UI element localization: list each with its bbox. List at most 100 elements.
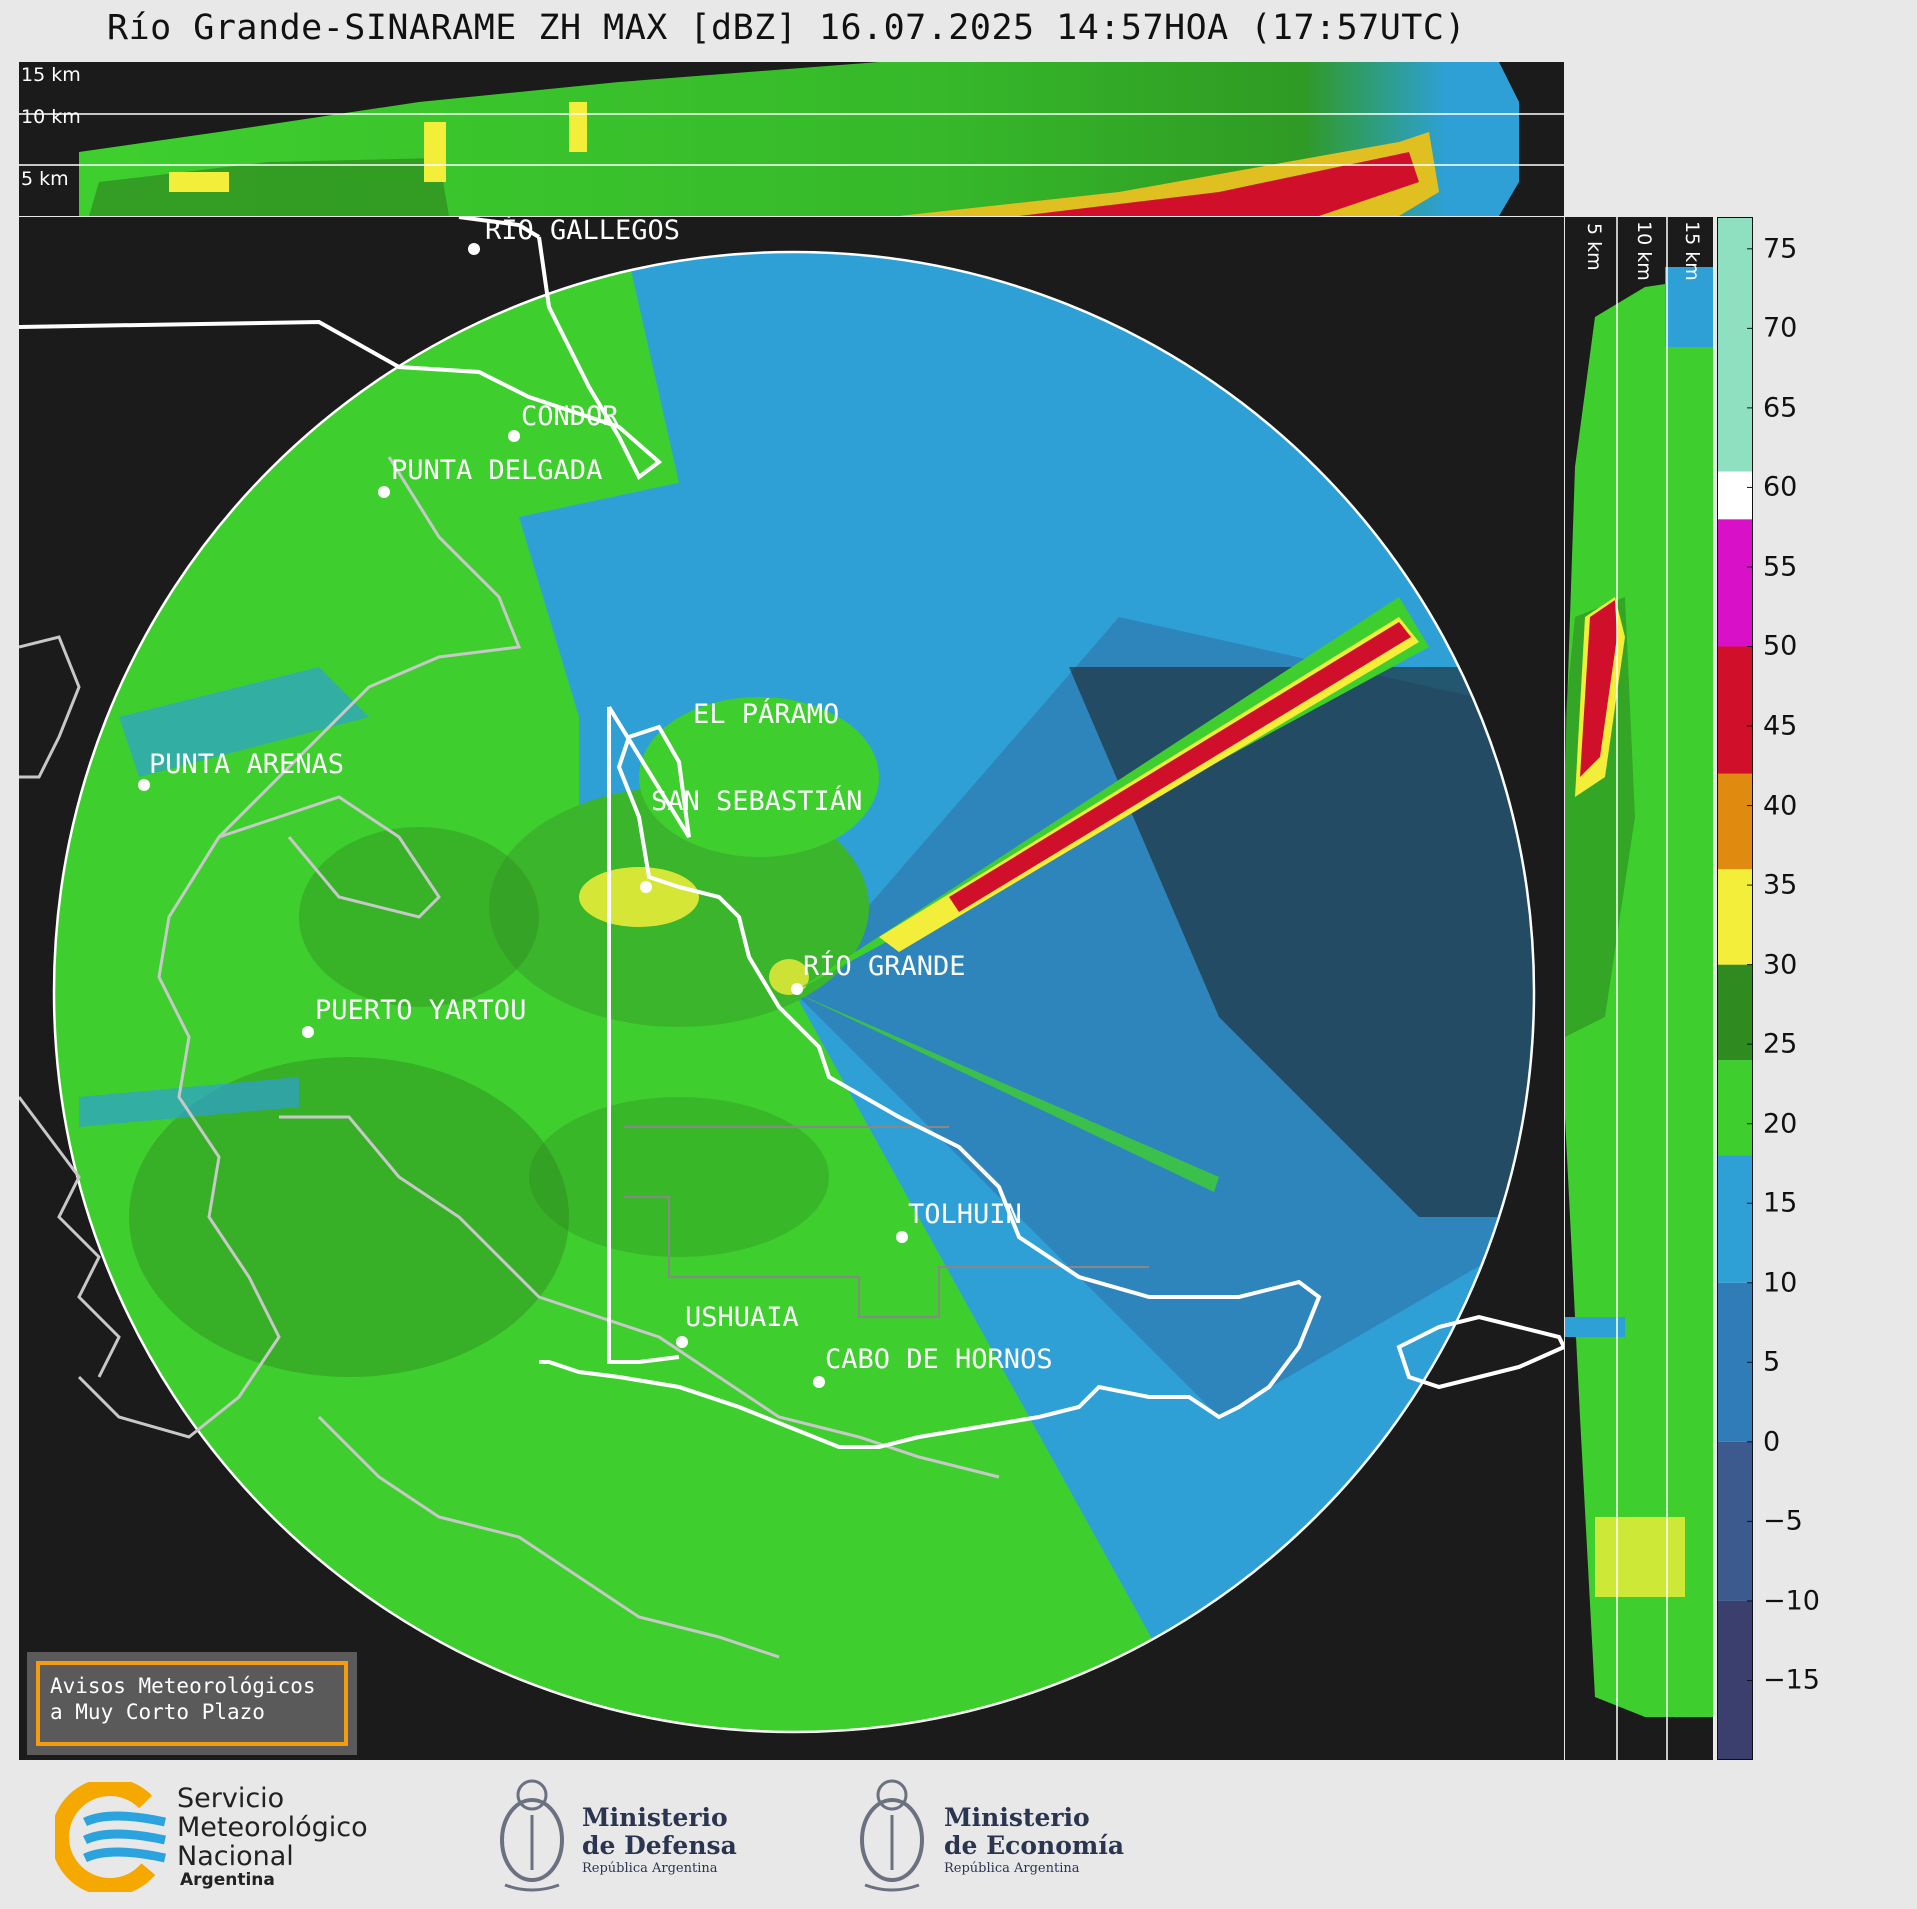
colorbar-tick-label: −15 — [1763, 1664, 1820, 1696]
notice-line-2: a Muy Corto Plazo — [50, 1700, 265, 1724]
dot-cabo-de-hornos — [813, 1376, 825, 1388]
side-height-profile: 5 km 10 km 15 km — [1565, 217, 1713, 1760]
defensa-seal-icon — [500, 1779, 564, 1892]
dot-punta-arenas — [138, 779, 150, 791]
echo-ray-se — [794, 992, 1219, 1192]
colorbar-band-7 — [1717, 773, 1753, 870]
colorbar-tick-label: 0 — [1763, 1426, 1781, 1458]
side-echo-red — [1580, 600, 1617, 777]
notice-inner: Avisos Meteorológicos a Muy Corto Plazo — [36, 1661, 348, 1746]
dot-puerto-yartou — [302, 1026, 314, 1038]
place-tolhuin: TOLHUIN — [908, 1199, 1022, 1230]
top-label-5km: 5 km — [21, 168, 69, 190]
colorbar-tick-label: 55 — [1763, 551, 1798, 583]
colorbar-tick-label: 45 — [1763, 710, 1798, 742]
top-height-profile: 15 km 10 km 5 km — [19, 62, 1564, 216]
echo-green-north-core — [639, 697, 879, 857]
economia-logo-text: Ministerio de Economía República Argenti… — [944, 1804, 1124, 1878]
colorbar-tick-label: 15 — [1763, 1187, 1798, 1219]
side-echo-blue-top — [1665, 267, 1713, 347]
dot-condor — [508, 430, 520, 442]
colorbar-band-4 — [1717, 1060, 1753, 1156]
smn-line-3: Nacional — [177, 1841, 294, 1872]
side-label-5km: 5 km — [1583, 223, 1605, 271]
economia-line-1: Ministerio — [944, 1803, 1090, 1832]
colorbar-graphic — [1717, 217, 1753, 1760]
place-condor: CONDOR — [521, 401, 619, 432]
smn-logo-icon — [55, 1782, 169, 1892]
colorbar-band-9 — [1717, 519, 1753, 647]
dot-punta-delgada — [378, 486, 390, 498]
echo-dark-green-sw — [129, 1057, 569, 1377]
defensa-line-3: República Argentina — [582, 1861, 718, 1876]
top-profile-graphic — [19, 62, 1564, 216]
city-markers — [138, 243, 908, 1388]
province-boundary — [624, 1126, 1149, 1318]
top-echo-dark — [89, 158, 449, 216]
place-punta-arenas: PUNTA ARENAS — [149, 749, 345, 780]
side-label-10km: 10 km — [1633, 221, 1655, 281]
side-echo-yellow-low — [1595, 1517, 1685, 1597]
side-profile-graphic — [1565, 217, 1713, 1760]
colorbar-tick-label: 30 — [1763, 949, 1798, 981]
colorbar-tick-label: 35 — [1763, 869, 1798, 901]
colorbar-tick-label: 40 — [1763, 790, 1798, 822]
defensa-logo-text: Ministerio de Defensa República Argentin… — [582, 1804, 737, 1878]
colorbar-band-8 — [1717, 646, 1753, 774]
place-ushuaia: USHUAIA — [685, 1302, 799, 1333]
side-label-15km: 15 km — [1681, 221, 1703, 281]
dot-tolhuin — [896, 1231, 908, 1243]
colorbar-tick-label: 5 — [1763, 1346, 1781, 1378]
coastline-grey — [19, 456, 1000, 1659]
range-ring — [52, 250, 1536, 1734]
notice-box: Avisos Meteorológicos a Muy Corto Plazo — [27, 1652, 357, 1755]
top-echo-red-band — [1019, 152, 1419, 216]
radar-graphic — [19, 217, 1564, 1734]
smn-line-2: Meteorológico — [177, 1812, 368, 1843]
colorbar-border — [1717, 217, 1753, 1760]
place-rio-gallegos: RÍO GALLEGOS — [485, 217, 681, 246]
economia-seal-icon — [860, 1779, 924, 1892]
colorbar-band-3 — [1717, 1155, 1753, 1283]
echo-yellow-sansebastian — [579, 867, 699, 927]
echo-blue-streak-nw — [119, 667, 369, 777]
dbz-colorbar — [1717, 217, 1753, 1760]
smn-line-1: Servicio — [177, 1783, 285, 1814]
place-punta-delgada: PUNTA DELGADA — [391, 455, 603, 486]
smn-logo-text: Servicio Meteorológico Nacional Argentin… — [177, 1784, 368, 1889]
colorbar-band-11 — [1717, 217, 1753, 472]
colorbar-tick-label: 10 — [1763, 1267, 1798, 1299]
top-echo-yellow-c — [169, 172, 229, 192]
radar-map-panel: RÍO GALLEGOS CONDOR PUNTA DELGADA EL PÁR… — [19, 217, 1564, 1760]
colorbar-tick-label: 65 — [1763, 392, 1798, 424]
dot-rio-gallegos — [468, 243, 480, 255]
echo-blue-streak-w — [79, 1077, 299, 1127]
echo-dark-green-s — [529, 1097, 829, 1257]
smn-line-4: Argentina — [180, 1870, 275, 1890]
top-label-10km: 10 km — [21, 106, 81, 128]
place-san-sebastian: SAN SEBASTIÁN — [651, 786, 863, 817]
colorbar-band-10 — [1717, 471, 1753, 520]
echo-ray-ne-red — [949, 622, 1411, 912]
map-title: Río Grande-SINARAME ZH MAX [dBZ] 16.07.2… — [107, 8, 1467, 48]
colorbar-tick-label: −5 — [1763, 1505, 1803, 1537]
top-echo-yellow-a — [424, 122, 446, 182]
dot-san-sebastian — [640, 881, 652, 893]
dot-rio-grande — [791, 983, 803, 995]
place-rio-grande: RÍO GRANDE — [803, 951, 966, 982]
colorbar-tick-label: 75 — [1763, 233, 1798, 265]
colorbar-tick-label: −10 — [1763, 1585, 1820, 1617]
defensa-line-1: Ministerio — [582, 1803, 728, 1832]
border-white — [19, 217, 1564, 1449]
colorbar-tick-label: 25 — [1763, 1028, 1798, 1060]
colorbar-tick-label: 20 — [1763, 1108, 1798, 1140]
dot-ushuaia — [676, 1336, 688, 1348]
defensa-line-2: de Defensa — [582, 1831, 737, 1860]
radar-echo-layer — [54, 252, 1534, 1732]
colorbar-tick-label: 50 — [1763, 630, 1798, 662]
colorbar-band-5 — [1717, 964, 1753, 1061]
place-cabo-de-hornos: CABO DE HORNOS — [825, 1344, 1053, 1375]
economia-line-2: de Economía — [944, 1831, 1125, 1860]
side-echo-blue — [1565, 1317, 1625, 1337]
echo-gap-east — [1069, 667, 1534, 1217]
